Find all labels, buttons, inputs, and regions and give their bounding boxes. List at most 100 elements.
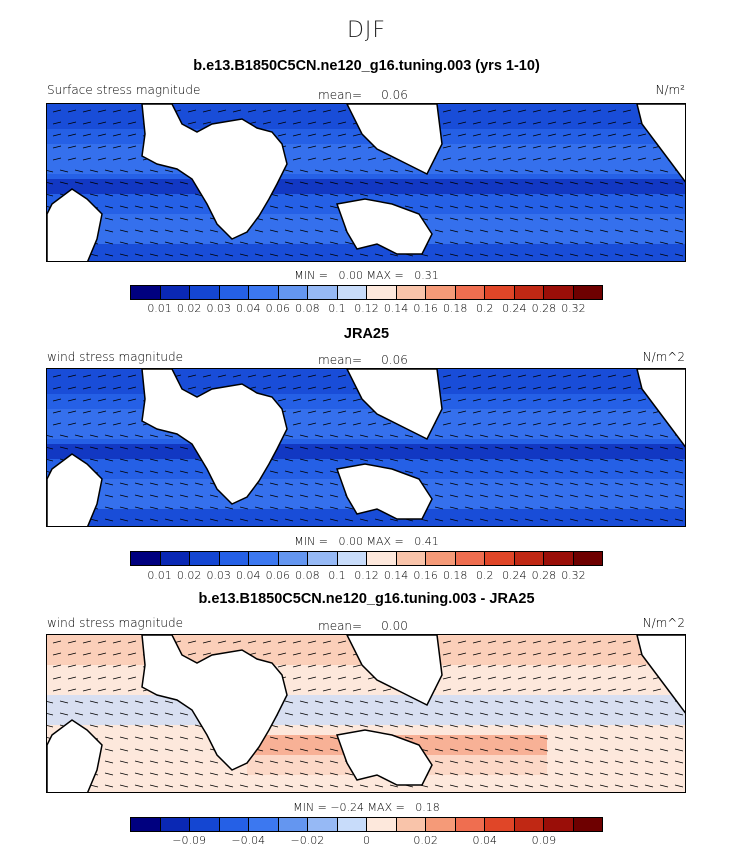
stress-vector [262, 109, 272, 113]
stress-vector [464, 253, 474, 257]
stress-vector [577, 145, 587, 149]
stress-vector [592, 133, 602, 137]
colorbar-tick-label: 0.03 [206, 569, 231, 582]
stress-vector [404, 724, 414, 728]
stress-vector [277, 386, 287, 390]
stress-vector [644, 784, 654, 788]
stress-vector [187, 652, 197, 656]
stress-vector [584, 205, 594, 209]
stress-vector [517, 398, 527, 402]
colorbar-box [308, 818, 338, 831]
stress-vector [149, 229, 159, 233]
stress-vector [112, 121, 122, 125]
colorbar-box [514, 818, 544, 831]
stress-vector [314, 470, 324, 474]
stress-vector [614, 193, 624, 197]
stress-vector [449, 241, 459, 245]
stress-vector [599, 229, 609, 233]
stress-vector [614, 458, 624, 462]
stress-vector [449, 518, 459, 522]
stress-vector [569, 748, 579, 752]
stress-vector [202, 109, 212, 113]
stress-vector [149, 760, 159, 764]
stress-vector [472, 422, 482, 426]
stress-vector [322, 109, 332, 113]
stress-vector [614, 506, 624, 510]
panel-2-mean: mean= 0.06 [318, 353, 408, 367]
stress-vector [127, 374, 137, 378]
stress-vector [599, 169, 609, 173]
stress-vector [374, 712, 384, 716]
field-band [47, 444, 685, 459]
stress-vector [457, 374, 467, 378]
stress-vector [104, 458, 114, 462]
panel-2-mean-value: 0.06 [381, 353, 408, 367]
stress-vector [104, 724, 114, 728]
stress-vector [97, 133, 107, 137]
stress-vector [337, 664, 347, 668]
stress-vector [82, 398, 92, 402]
stress-vector [509, 229, 519, 233]
stress-vector [434, 446, 444, 450]
stress-vector [269, 205, 279, 209]
stress-vector [584, 712, 594, 716]
colorbar-tick-label: 0.01 [147, 569, 172, 582]
stress-vector [464, 229, 474, 233]
stress-vector [577, 109, 587, 113]
stress-vector [419, 724, 429, 728]
stress-vector [284, 241, 294, 245]
stress-vector [599, 482, 609, 486]
stress-vector [487, 133, 497, 137]
stress-vector [292, 664, 302, 668]
stress-vector [674, 205, 684, 209]
stress-vector [127, 676, 137, 680]
stress-vector [187, 640, 197, 644]
stress-vector [442, 109, 452, 113]
stress-vector [584, 253, 594, 257]
stress-vector [434, 748, 444, 752]
stress-vector [464, 748, 474, 752]
stress-vector [629, 229, 639, 233]
stress-vector [502, 374, 512, 378]
stress-vector [509, 700, 519, 704]
stress-vector [442, 121, 452, 125]
stress-vector [299, 241, 309, 245]
stress-vector [119, 169, 129, 173]
panel-2-colorbar-labels: 0.01 0.02 0.03 0.04 0.06 0.08 0.1 0.12 0.14 0.16 0… [130, 569, 603, 583]
stress-vector [547, 157, 557, 161]
stress-vector [314, 712, 324, 716]
stress-vector [644, 229, 654, 233]
stress-vector [622, 109, 632, 113]
stress-vector [442, 374, 452, 378]
stress-vector [284, 169, 294, 173]
panel-1-map [46, 103, 686, 262]
stress-vector [614, 181, 624, 185]
stress-vector [299, 760, 309, 764]
stress-vector [104, 229, 114, 233]
stress-vector [329, 494, 339, 498]
stress-vector [299, 772, 309, 776]
stress-vector [344, 772, 354, 776]
stress-vector [52, 640, 62, 644]
stress-vector [599, 458, 609, 462]
stress-vector [179, 760, 189, 764]
stress-vector [434, 772, 444, 776]
colorbar-box [396, 818, 426, 831]
stress-vector [112, 157, 122, 161]
stress-vector [52, 145, 62, 149]
stress-vector [629, 458, 639, 462]
stress-vector [637, 133, 647, 137]
stress-vector [292, 374, 302, 378]
stress-vector [164, 458, 174, 462]
stress-vector [67, 145, 77, 149]
stress-vector [479, 229, 489, 233]
stress-vector [232, 640, 242, 644]
stress-vector [119, 470, 129, 474]
stress-vector [389, 169, 399, 173]
stress-vector [292, 410, 302, 414]
stress-vector [457, 422, 467, 426]
stress-vector [674, 736, 684, 740]
stress-vector [127, 157, 137, 161]
stress-vector [479, 193, 489, 197]
stress-vector [464, 518, 474, 522]
